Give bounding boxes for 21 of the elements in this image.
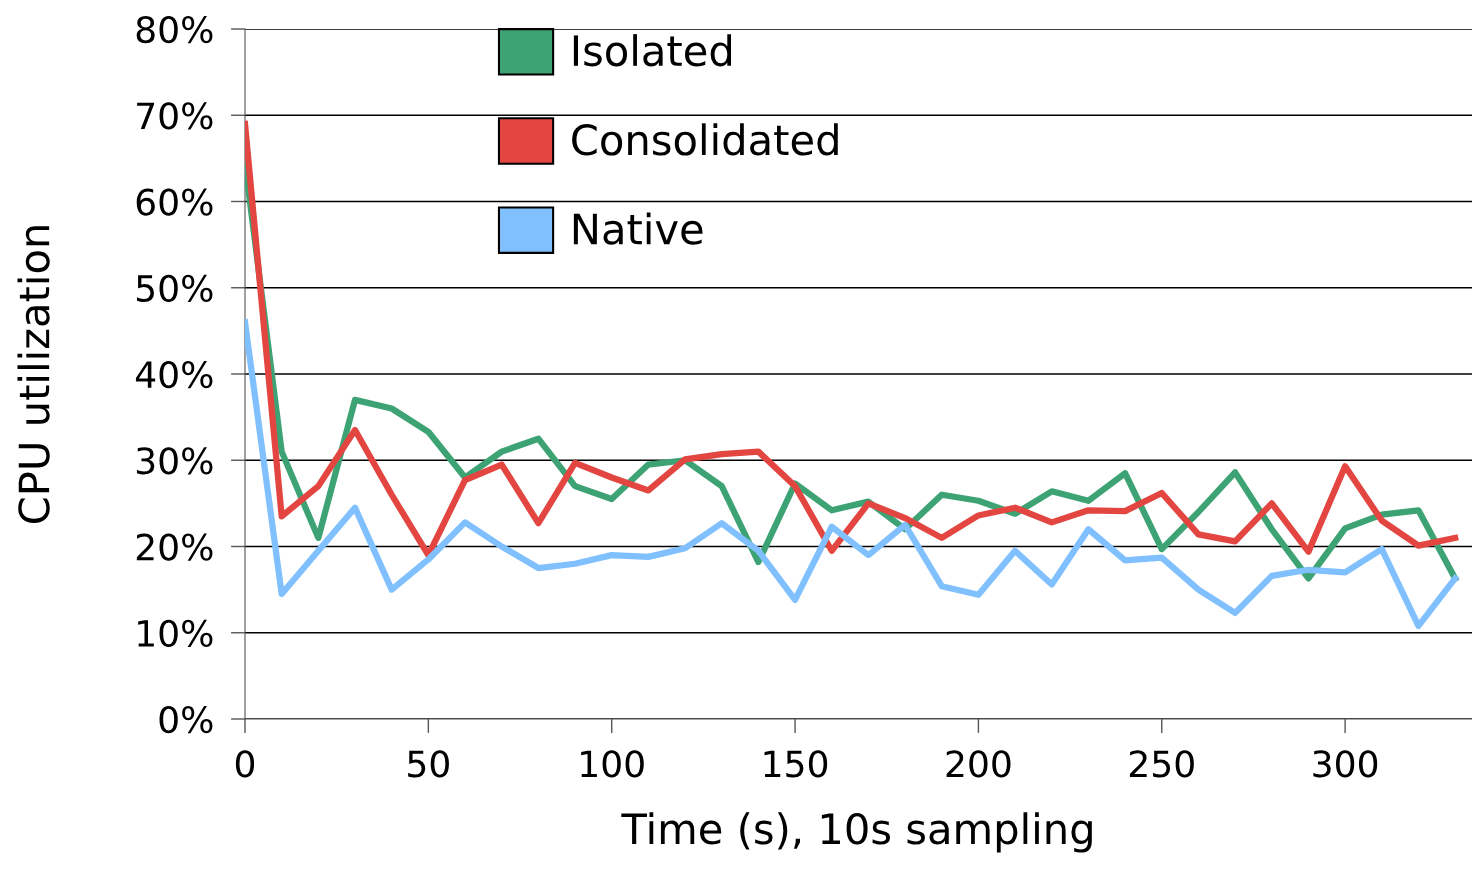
y-tick-label: 30% — [136, 447, 213, 475]
x-tick-label: 50 — [408, 750, 449, 778]
y-tick-label: 60% — [136, 188, 213, 216]
y-tick-label: 40% — [135, 360, 213, 389]
x-tick-label: 0 — [235, 750, 255, 778]
x-tick-label: 200 — [946, 750, 1011, 778]
y-tick-label: 20% — [136, 533, 213, 561]
y-tick-label: 50% — [136, 274, 213, 302]
x-tick-label: 100 — [581, 750, 644, 778]
y-tick-label: 80% — [136, 15, 213, 44]
y-tick-label: 0% — [159, 705, 213, 734]
x-tick-label: 300 — [1313, 750, 1378, 778]
legend-label: Native — [573, 212, 703, 245]
y-axis-title: CPU utilization — [17, 226, 50, 523]
x-tick-label: 150 — [764, 750, 828, 778]
y-tick-label: 70% — [137, 102, 213, 130]
legend-label: Isolated — [573, 34, 732, 67]
legend-label: Consolidated — [572, 123, 838, 156]
x-axis-title: Time (s), 10s sampling — [621, 812, 1092, 853]
x-tick-label: 250 — [1129, 750, 1194, 778]
y-tick-label: 10% — [138, 619, 213, 647]
